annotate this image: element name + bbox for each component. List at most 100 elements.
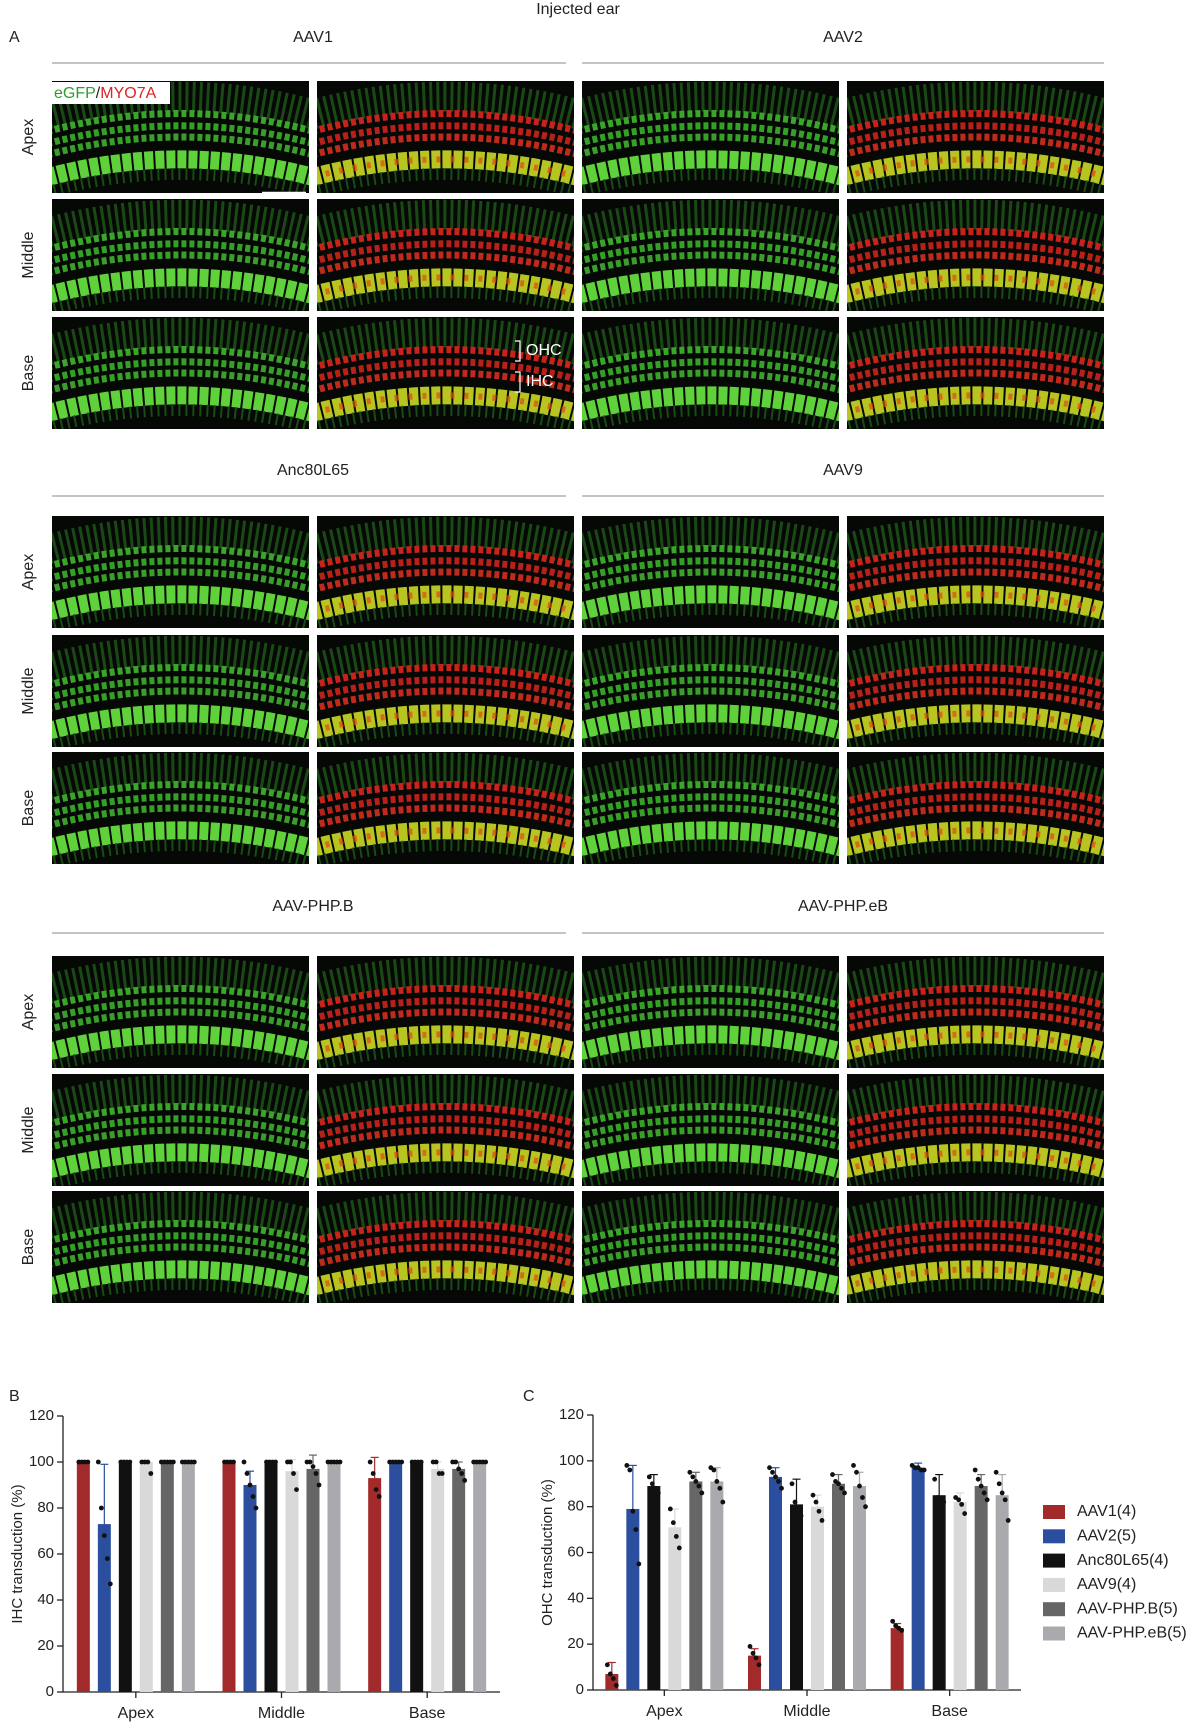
cell-band bbox=[847, 199, 1104, 247]
cell-band bbox=[317, 1115, 574, 1140]
cell-band bbox=[582, 793, 839, 818]
cell-band bbox=[317, 804, 574, 829]
cell-band bbox=[317, 585, 574, 621]
data-point bbox=[316, 1482, 322, 1488]
micrograph bbox=[52, 317, 309, 429]
data-point bbox=[241, 1459, 247, 1465]
cell-band bbox=[847, 704, 1104, 740]
panel-label: C bbox=[523, 1388, 535, 1405]
data-point bbox=[714, 1479, 720, 1484]
cell-band bbox=[317, 781, 574, 805]
cell-band bbox=[582, 635, 839, 683]
cell-band bbox=[317, 369, 574, 394]
bar bbox=[853, 1486, 866, 1690]
micrograph bbox=[582, 199, 839, 311]
row-label: Apex bbox=[20, 554, 37, 590]
cell-band bbox=[847, 752, 1104, 800]
micrograph bbox=[317, 956, 574, 1068]
legend-label: AAV9(4) bbox=[1077, 1576, 1136, 1593]
y-axis-label: OHC transduction (%) bbox=[539, 1479, 556, 1626]
cell-band bbox=[52, 985, 309, 1009]
x-tick-label: Apex bbox=[118, 1705, 154, 1722]
cell-band bbox=[52, 251, 309, 276]
cell-band bbox=[847, 1126, 1104, 1151]
cell-band bbox=[582, 1143, 839, 1179]
bar bbox=[668, 1527, 682, 1690]
cell-band bbox=[582, 251, 839, 276]
data-point bbox=[313, 1471, 319, 1476]
data-point bbox=[750, 1650, 756, 1656]
bar bbox=[790, 1504, 803, 1690]
panel-label: A bbox=[9, 29, 20, 46]
data-point bbox=[810, 1492, 816, 1498]
micrograph bbox=[847, 81, 1104, 193]
cell-band bbox=[582, 1025, 839, 1061]
data-point bbox=[687, 1469, 693, 1475]
data-point bbox=[676, 1545, 682, 1551]
cell-band bbox=[317, 821, 574, 857]
data-point bbox=[779, 1485, 784, 1491]
y-tick-label: 40 bbox=[37, 1591, 54, 1608]
micrograph bbox=[317, 752, 574, 864]
data-point bbox=[191, 1459, 197, 1465]
cell-band bbox=[847, 386, 1104, 422]
x-tick-label: Apex bbox=[646, 1703, 682, 1720]
legend-swatch bbox=[1043, 1577, 1065, 1592]
cell-band bbox=[52, 821, 309, 857]
bar bbox=[264, 1462, 278, 1692]
cell-band bbox=[847, 664, 1104, 688]
figure-title: Injected ear bbox=[536, 1, 620, 18]
data-point bbox=[673, 1534, 679, 1539]
cell-band bbox=[317, 110, 574, 134]
data-point bbox=[857, 1483, 862, 1489]
y-tick-label: 100 bbox=[29, 1453, 54, 1470]
cell-band bbox=[317, 1143, 574, 1179]
bar bbox=[410, 1462, 424, 1692]
cell-band bbox=[582, 1074, 839, 1122]
bar bbox=[181, 1462, 195, 1692]
data-point bbox=[854, 1469, 859, 1475]
data-point bbox=[418, 1459, 424, 1465]
cell-band bbox=[582, 268, 839, 304]
cell-band bbox=[52, 956, 309, 1004]
micrograph bbox=[317, 199, 574, 311]
cell-band bbox=[52, 752, 309, 800]
data-point bbox=[145, 1459, 151, 1465]
data-point bbox=[253, 1505, 259, 1511]
annotation: IHC bbox=[526, 373, 554, 390]
cell-band bbox=[317, 251, 574, 276]
cell-band bbox=[317, 1243, 574, 1268]
cell-band bbox=[582, 687, 839, 712]
data-point bbox=[720, 1499, 726, 1505]
data-point bbox=[127, 1459, 133, 1465]
cell-band bbox=[52, 228, 309, 252]
cell-band bbox=[847, 369, 1104, 394]
cell-band bbox=[52, 1025, 309, 1061]
micrograph bbox=[52, 1191, 309, 1303]
y-tick-label: 120 bbox=[559, 1406, 584, 1423]
cell-band bbox=[52, 1103, 309, 1127]
data-point bbox=[792, 1499, 798, 1505]
data-point bbox=[104, 1556, 110, 1561]
cell-band bbox=[317, 1008, 574, 1033]
cell-band bbox=[582, 1220, 839, 1244]
cell-band bbox=[52, 1220, 309, 1244]
cell-band bbox=[582, 704, 839, 740]
micrograph bbox=[582, 1074, 839, 1186]
data-point bbox=[776, 1479, 781, 1484]
cell-band bbox=[317, 133, 574, 158]
data-point bbox=[247, 1482, 253, 1488]
bar bbox=[389, 1462, 403, 1692]
bar bbox=[710, 1481, 724, 1690]
bar bbox=[452, 1468, 466, 1692]
cell-band bbox=[847, 516, 1104, 564]
data-point bbox=[433, 1459, 439, 1465]
cell-band bbox=[52, 1115, 309, 1140]
cell-band bbox=[317, 516, 574, 564]
bar bbox=[626, 1508, 640, 1690]
cell-band bbox=[582, 997, 839, 1022]
bar bbox=[473, 1462, 487, 1692]
cell-band bbox=[52, 781, 309, 805]
cell-band bbox=[847, 240, 1104, 265]
data-point bbox=[98, 1505, 104, 1511]
